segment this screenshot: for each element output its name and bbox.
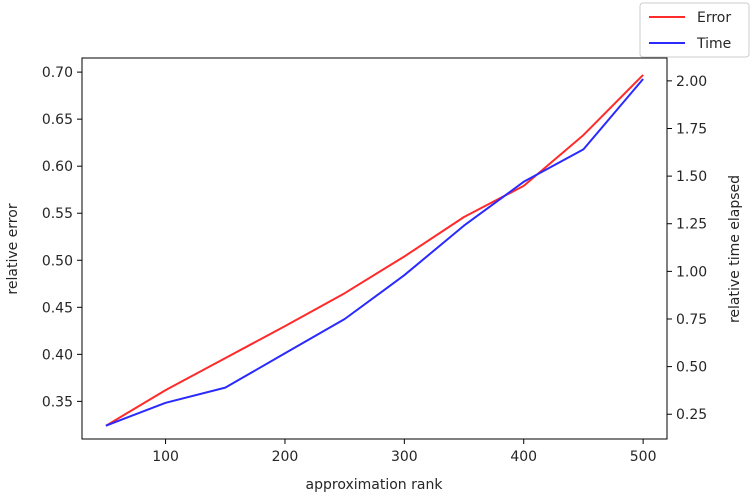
y-right-tick-label: 0.25: [676, 407, 707, 423]
y-axis-left-label: relative error: [5, 203, 21, 294]
ticks-layer: 100 200 300 400 500 0.35 0.40 0.45 0.50 0.55 0.60 0…: [42, 65, 707, 465]
y-left-tick-label: 0.40: [42, 347, 73, 363]
y-right-tick-label: 1.75: [676, 121, 707, 137]
y-right-tick-label: 1.25: [676, 217, 707, 233]
y-left-tick-label: 0.35: [42, 394, 73, 410]
y-right-tick-label: 1.50: [676, 169, 707, 185]
y-axis-right-label: relative time elapsed: [727, 175, 743, 323]
legend-label-time: Time: [696, 36, 731, 52]
y-left-tick-label: 0.60: [42, 159, 73, 175]
plot-frame: [81, 57, 668, 440]
y-right-tick-label: 0.50: [676, 360, 707, 376]
y-left-tick-label: 0.70: [42, 65, 73, 81]
legend-frame: [639, 2, 750, 58]
series-layer: [105, 74, 644, 427]
y-left-tick-label: 0.50: [42, 253, 73, 269]
x-tick-label: 200: [272, 449, 299, 465]
y-left-tick-label: 0.55: [42, 206, 73, 222]
y-left-tick-label: 0.65: [42, 112, 73, 128]
y-right-tick-label: 1.00: [676, 264, 707, 280]
x-axis-label: approximation rank: [306, 477, 444, 493]
x-tick-label: 100: [152, 449, 179, 465]
series-line-time: [105, 78, 644, 427]
y-right-tick-label: 2.00: [676, 74, 707, 90]
legend-label-error: Error: [697, 10, 731, 26]
legend: Error Time: [639, 2, 750, 58]
x-tick-label: 500: [630, 449, 657, 465]
x-tick-label: 300: [391, 449, 418, 465]
y-right-tick-label: 0.75: [676, 312, 707, 328]
y-left-tick-label: 0.45: [42, 300, 73, 316]
x-tick-label: 400: [510, 449, 537, 465]
series-line-error: [105, 74, 644, 427]
